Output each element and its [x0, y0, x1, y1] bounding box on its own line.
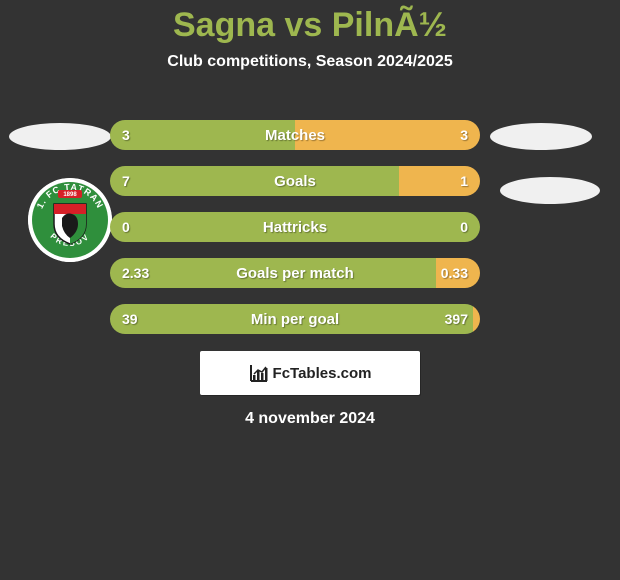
stat-label: Goals per match: [110, 258, 480, 288]
stat-value-right: 0.33: [441, 258, 468, 288]
stat-value-left: 39: [122, 304, 138, 334]
stat-value-right: 1: [460, 166, 468, 196]
stat-row: Hattricks0 0: [110, 212, 480, 242]
bar-chart-icon: [249, 363, 269, 383]
stat-label: Min per goal: [110, 304, 480, 334]
crest-svg: 1. FC TATRAN PRESOV 1898: [28, 178, 112, 262]
stat-value-right: 397: [445, 304, 468, 334]
stat-value-left: 0: [122, 212, 130, 242]
stat-row: Matches3 3: [110, 120, 480, 150]
crest-year: 1898: [63, 192, 77, 198]
stat-row: Min per goal39 397: [110, 304, 480, 334]
source-banner[interactable]: FcTables.com: [200, 351, 420, 395]
stat-value-left: 3: [122, 120, 130, 150]
placeholder-oval-3: [500, 177, 600, 204]
page-subtitle: Club competitions, Season 2024/2025: [0, 53, 620, 71]
stat-label: Hattricks: [110, 212, 480, 242]
stat-value-right: 0: [460, 212, 468, 242]
stat-bars: Matches3 3 Goals7 1 Hattricks0 0 Goals per mat…: [110, 120, 510, 350]
stat-row: Goals7 1: [110, 166, 480, 196]
date-text: 4 november 2024: [0, 410, 620, 428]
page-title: Sagna vs PilnÃ½: [0, 0, 620, 45]
club-crest: 1. FC TATRAN PRESOV 1898: [28, 178, 112, 262]
comparison-card: Sagna vs PilnÃ½ Club competitions, Seaso…: [0, 0, 620, 580]
stat-label: Matches: [110, 120, 480, 150]
stat-value-left: 2.33: [122, 258, 149, 288]
stat-row: Goals per match2.33 0.33: [110, 258, 480, 288]
banner-text: FcTables.com: [273, 365, 372, 382]
stat-value-left: 7: [122, 166, 130, 196]
placeholder-oval-1: [9, 123, 111, 150]
stat-value-right: 3: [460, 120, 468, 150]
stat-label: Goals: [110, 166, 480, 196]
